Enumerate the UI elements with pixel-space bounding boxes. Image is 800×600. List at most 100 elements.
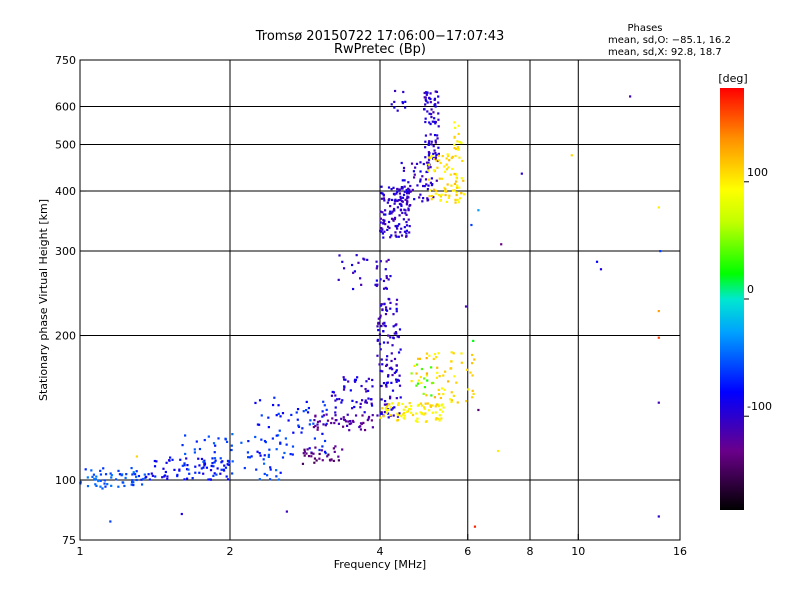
data-point (212, 474, 215, 477)
data-point (453, 375, 456, 378)
data-point (393, 106, 396, 109)
data-point (354, 378, 357, 382)
y-tick-label: 300 (55, 245, 76, 258)
data-point (381, 228, 384, 231)
data-point (447, 154, 450, 158)
data-point (450, 391, 453, 394)
data-point (220, 461, 223, 464)
data-point (300, 431, 303, 434)
data-point (393, 217, 396, 221)
data-point (404, 405, 407, 408)
data-point (385, 406, 388, 410)
data-point (258, 399, 262, 402)
data-point (315, 459, 318, 462)
data-point (424, 140, 427, 143)
data-point (211, 457, 214, 460)
data-point (382, 222, 385, 225)
data-point (403, 185, 406, 188)
data-point (396, 190, 399, 194)
data-point (410, 380, 413, 383)
data-point (389, 414, 392, 417)
data-point (150, 472, 153, 475)
data-point (440, 193, 443, 196)
data-point (379, 314, 382, 317)
data-point (410, 405, 413, 408)
data-point (101, 487, 104, 490)
data-point (441, 410, 444, 413)
data-point (430, 394, 433, 397)
data-point (430, 154, 433, 158)
data-point (79, 480, 82, 484)
data-point (425, 352, 429, 355)
colorbar-label: [deg] (718, 72, 747, 85)
data-point (380, 398, 383, 401)
data-point (322, 414, 326, 417)
data-point (269, 466, 272, 469)
data-point (436, 366, 439, 369)
data-point (448, 194, 451, 197)
data-point (164, 470, 167, 474)
data-point (316, 428, 319, 431)
data-point (464, 305, 468, 308)
data-point (321, 432, 324, 435)
data-point (330, 394, 334, 397)
data-point (411, 188, 414, 191)
data-point (458, 197, 462, 200)
data-point (454, 198, 457, 201)
x-tick-label: 16 (673, 545, 687, 558)
data-point (400, 234, 404, 237)
data-point (500, 243, 503, 246)
data-point (383, 399, 387, 403)
data-point (110, 473, 113, 477)
data-point (121, 473, 124, 476)
data-point (203, 462, 207, 466)
data-point (260, 438, 263, 441)
data-point (427, 409, 431, 412)
data-point (137, 474, 141, 478)
data-point (444, 370, 447, 373)
data-point (213, 461, 216, 464)
data-point (161, 476, 164, 479)
data-point (259, 454, 262, 457)
data-point (409, 408, 412, 411)
data-point (400, 415, 403, 418)
data-point (207, 478, 210, 481)
data-point (379, 412, 382, 415)
data-point (453, 172, 456, 176)
data-point (428, 97, 431, 100)
data-point (399, 396, 402, 399)
data-point (453, 182, 457, 186)
data-point (434, 120, 437, 124)
data-point (405, 192, 409, 195)
data-point (393, 357, 397, 361)
data-point (409, 184, 412, 188)
data-point (290, 413, 293, 417)
data-point (326, 455, 329, 458)
data-point (186, 477, 189, 480)
data-point (302, 452, 305, 455)
data-point (395, 323, 398, 326)
data-point (437, 112, 440, 115)
data-point (379, 210, 382, 213)
data-point (380, 230, 383, 233)
data-point (425, 99, 428, 103)
data-point (396, 227, 399, 230)
data-point (425, 357, 428, 360)
data-point (472, 339, 475, 343)
data-point (186, 463, 189, 467)
data-point (386, 341, 389, 344)
data-point (389, 307, 392, 310)
data-point (382, 197, 386, 200)
data-point (460, 192, 463, 195)
data-point (450, 360, 453, 363)
stats-o-mode: mean, sd,O: −85.1, 16.2 (608, 35, 731, 46)
data-point (231, 472, 234, 475)
data-point (151, 474, 154, 477)
data-point (395, 380, 398, 383)
data-point (406, 195, 409, 198)
data-point (388, 397, 392, 400)
data-point (405, 188, 408, 192)
data-point (403, 414, 406, 417)
data-point (374, 283, 377, 286)
